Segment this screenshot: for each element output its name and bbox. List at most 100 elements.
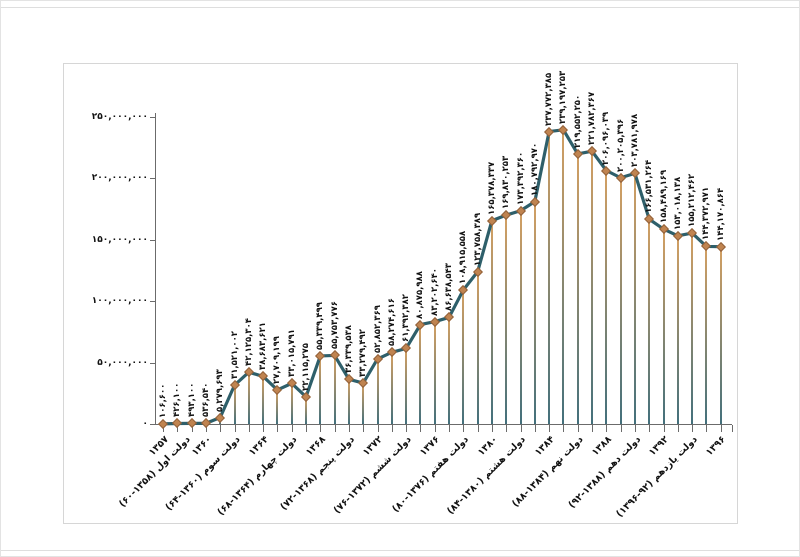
data-point-value-label: ۱۵۸,۴۸۹,۱۶۹ [658, 169, 669, 224]
drop-line [390, 354, 393, 424]
data-point-marker [200, 418, 211, 429]
y-axis-tick [150, 116, 155, 118]
x-axis-label: ۱۳۹۶ [704, 434, 729, 459]
x-axis-tick [348, 425, 350, 432]
data-point-value-label: ۵۵,۳۳۹,۴۹۹ [315, 301, 326, 350]
data-point-value-label: ۵۲,۸۵۲,۳۶۹ [372, 305, 383, 353]
y-axis-tick [150, 178, 155, 179]
data-point-marker [672, 230, 683, 241]
data-point-value-label: ۱۴۴,۱۷۰,۸۶۴ [715, 187, 726, 241]
data-point-marker [529, 196, 540, 207]
data-point-value-label: ۱۶۶,۵۳۱,۲۶۴ [644, 160, 655, 214]
data-point-value-label: ۲۱۹,۵۵۲,۲۵۰ [572, 94, 583, 148]
data-point-marker [343, 374, 354, 385]
data-point-marker [272, 384, 283, 395]
y-axis-tick-label: ۵۰,۰۰۰,۰۰۰ [97, 357, 148, 368]
x-axis-tick [477, 425, 479, 432]
data-point-marker [486, 215, 497, 226]
data-point-marker [358, 378, 369, 389]
data-point-value-label: ۲۰۰,۲۰۵,۳۹۶ [615, 118, 626, 172]
data-point-value-label: ۲۲۱,۷۸۲,۳۶۷ [587, 92, 597, 146]
data-point-marker [401, 343, 412, 354]
data-point-marker [329, 350, 340, 361]
drop-line [376, 360, 379, 424]
data-point-value-label: ۴۹۳,۱۰۰ [186, 383, 197, 418]
data-point-marker [229, 380, 240, 391]
drop-line [262, 378, 265, 424]
x-axis-tick [634, 425, 636, 432]
data-point-value-label: ۴۲,۱۲۵,۳۰۴ [243, 318, 254, 367]
data-point-marker [429, 316, 440, 327]
x-axis-tick [732, 425, 733, 432]
drop-line [505, 217, 508, 424]
page-bottom-edge [1, 550, 799, 551]
data-point-marker [587, 146, 597, 157]
drop-line [347, 381, 350, 424]
data-point-value-label: ۳۱,۵۲۱,۰۰۲ [229, 331, 240, 380]
drop-line [576, 155, 579, 424]
x-axis-tick [291, 425, 293, 432]
y-axis-tick [150, 362, 155, 364]
drop-line [290, 385, 293, 424]
drop-line [247, 374, 250, 424]
x-axis-tick [306, 425, 307, 432]
y-axis-tick [150, 301, 155, 302]
drop-line [705, 248, 708, 424]
drop-line [362, 385, 365, 424]
data-point-marker [243, 367, 254, 378]
x-axis-tick [263, 425, 265, 432]
data-point-marker [386, 347, 397, 358]
x-axis-label: ۱۳۸۸ [589, 434, 615, 459]
data-point-value-label: ۲۷,۷۰۹,۱۹۹ [272, 335, 283, 384]
data-point-marker [687, 228, 698, 239]
data-point-value-label: ۱۵۳,۰۱۸,۱۳۸ [672, 176, 683, 230]
x-axis-label: ۱۳۷۲ [361, 434, 386, 459]
x-axis-tick [549, 425, 551, 432]
drop-line [633, 175, 636, 424]
data-point-value-label: ۲۰۳,۷۸۱,۹۷۸ [629, 114, 640, 168]
data-point-marker [472, 266, 483, 277]
data-point-value-label: ۱۷۳,۳۹۲,۳۶۰ [515, 151, 526, 205]
y-axis-tick [150, 239, 155, 241]
data-point-value-label: ۲۰۶,۰۹۶,۰۳۹ [601, 111, 612, 165]
x-axis-label: ۱۳۹۲ [647, 434, 672, 459]
drop-line [676, 237, 679, 424]
data-point-value-label: ۱۶۹,۸۳۰,۲۵۳ [501, 155, 512, 210]
data-point-value-label: ۱۵۵,۲۱۲,۴۶۲ [687, 173, 698, 228]
x-axis-tick [163, 425, 164, 432]
drop-line [276, 391, 279, 424]
y-axis-tick-label: ۱۰۰,۰۰۰,۰۰۰ [91, 296, 148, 306]
data-point-marker [215, 412, 226, 423]
data-point-value-label: ۱۰۸,۹۱۵,۵۵۸ [458, 230, 469, 285]
drop-line [448, 319, 450, 424]
data-point-value-label: ۵۵,۷۵۳,۷۷۶ [329, 301, 340, 350]
x-axis-label: ۱۳۸۴ [532, 434, 557, 459]
y-axis-tick-label: ۰ [142, 419, 149, 429]
x-axis-tick [391, 425, 393, 432]
drop-line [691, 235, 694, 424]
x-axis-tick [248, 425, 250, 432]
x-axis-label: ۱۳۸۰ [475, 434, 500, 459]
data-point-value-label: ۵,۲۷۹,۶۹۳ [215, 368, 226, 412]
x-axis-tick [234, 425, 236, 432]
x-axis-tick [491, 425, 493, 432]
drop-line [305, 398, 307, 424]
drop-line [719, 248, 722, 424]
drop-line [562, 131, 565, 424]
drop-line [319, 357, 322, 424]
data-point-value-label: ۱۰۶,۶۰۰ [158, 383, 168, 418]
drop-line [433, 323, 436, 424]
x-axis-tick [663, 425, 665, 432]
x-axis-label: ۱۳۷۶ [418, 434, 443, 459]
y-axis-tick [150, 424, 155, 425]
drop-line [333, 357, 336, 424]
data-point-marker [658, 224, 669, 234]
data-point-marker [701, 241, 712, 252]
drop-line [591, 153, 593, 424]
data-point-value-label: ۳۳,۲۷۹,۴۹۲ [358, 329, 369, 378]
data-point-value-label: ۱۴۴,۳۷۲,۹۷۱ [701, 187, 712, 241]
data-point-value-label: ۱۶۵,۳۷۸,۳۳۷ [486, 161, 497, 215]
data-point-marker [315, 350, 326, 361]
data-point-value-label: ۱۲۳,۷۵۸,۳۸۹ [472, 212, 483, 266]
